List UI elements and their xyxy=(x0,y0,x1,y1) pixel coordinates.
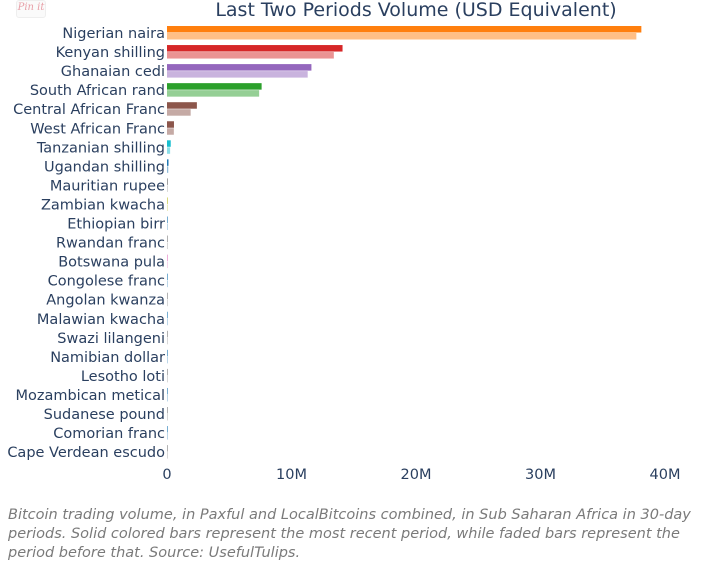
bar-recent-period[interactable] xyxy=(167,83,262,90)
x-tick-label: 30M xyxy=(525,467,556,483)
bar-recent-period[interactable] xyxy=(167,140,171,147)
bar-previous-period[interactable] xyxy=(167,52,334,59)
bar-chart: Last Two Periods Volume (USD Equivalent)… xyxy=(7,0,681,483)
y-tick-label: Mozambican metical xyxy=(15,388,165,404)
bar-previous-period[interactable] xyxy=(167,223,168,231)
y-tick-label: Malawian kwacha xyxy=(37,312,165,328)
bar-previous-period[interactable] xyxy=(167,299,168,307)
bar-recent-period[interactable] xyxy=(167,102,197,109)
y-tick-label: Swazi lilangeni xyxy=(57,331,165,347)
x-tick-label: 20M xyxy=(401,467,432,483)
x-tick-label: 0 xyxy=(162,467,171,483)
bar-recent-period[interactable] xyxy=(167,292,168,300)
bar-previous-period[interactable] xyxy=(167,71,308,78)
y-tick-label: Tanzanian shilling xyxy=(36,140,165,156)
y-tick-label: Central African Franc xyxy=(13,102,165,118)
bar-recent-period[interactable] xyxy=(167,407,168,414)
y-tick-label: Kenyan shilling xyxy=(56,45,165,61)
bar-previous-period[interactable] xyxy=(167,414,168,421)
bar-recent-period[interactable] xyxy=(167,426,168,433)
bar-previous-period[interactable] xyxy=(167,318,168,326)
y-tick-label: Rwandan franc xyxy=(56,236,165,252)
bar-previous-period[interactable] xyxy=(167,261,168,269)
bar-previous-period[interactable] xyxy=(167,166,169,173)
chart-caption: Bitcoin trading volume, in Paxful and Lo… xyxy=(8,507,691,561)
y-tick-label: Nigerian naira xyxy=(62,26,165,42)
bar-previous-period[interactable] xyxy=(167,394,168,402)
y-tick-label: Angolan kwanza xyxy=(46,293,165,309)
bar-previous-period[interactable] xyxy=(167,204,168,211)
y-tick-label: Cape Verdean escudo xyxy=(7,445,165,461)
bar-recent-period[interactable] xyxy=(167,330,168,338)
bar-previous-period[interactable] xyxy=(167,375,168,383)
y-tick-label: Ghanaian cedi xyxy=(61,64,165,80)
bar-recent-period[interactable] xyxy=(167,216,168,224)
bar-recent-period[interactable] xyxy=(167,26,642,33)
bar-recent-period[interactable] xyxy=(167,159,169,166)
x-tick-label: 40M xyxy=(650,467,681,483)
bar-previous-period[interactable] xyxy=(167,433,168,440)
y-tick-label: Sudanese pound xyxy=(44,407,165,423)
bar-recent-period[interactable] xyxy=(167,349,168,357)
bar-previous-period[interactable] xyxy=(167,452,168,459)
bar-recent-period[interactable] xyxy=(167,45,343,52)
bar-previous-period[interactable] xyxy=(167,242,168,250)
bar-recent-period[interactable] xyxy=(167,121,174,128)
bar-recent-period[interactable] xyxy=(167,64,312,71)
bar-recent-period[interactable] xyxy=(167,273,168,281)
y-tick-label: Lesotho loti xyxy=(81,369,165,385)
y-tick-label: Congolese franc xyxy=(48,274,165,290)
bar-recent-period[interactable] xyxy=(167,387,168,395)
y-tick-label: Comorian franc xyxy=(53,426,165,442)
y-tick-label: West African Franc xyxy=(30,121,165,137)
y-tick-label: Mauritian rupee xyxy=(50,178,165,194)
bar-previous-period[interactable] xyxy=(167,147,171,154)
bar-previous-period[interactable] xyxy=(167,356,168,364)
bar-previous-period[interactable] xyxy=(167,128,174,135)
chart-title: Last Two Periods Volume (USD Equivalent) xyxy=(215,0,616,21)
bar-recent-period[interactable] xyxy=(167,197,168,204)
bar-recent-period[interactable] xyxy=(167,311,168,319)
bar-recent-period[interactable] xyxy=(167,445,168,452)
bar-recent-period[interactable] xyxy=(167,254,168,262)
y-tick-label: Botswana pula xyxy=(58,255,165,271)
bar-recent-period[interactable] xyxy=(167,178,168,185)
bar-previous-period[interactable] xyxy=(167,280,168,288)
bar-recent-period[interactable] xyxy=(167,368,168,376)
bar-previous-period[interactable] xyxy=(167,33,637,40)
y-tick-label: Namibian dollar xyxy=(50,350,165,366)
pin-it-button[interactable]: Pin it xyxy=(16,0,46,18)
bar-previous-period[interactable] xyxy=(167,337,168,345)
bar-previous-period[interactable] xyxy=(167,185,168,192)
y-tick-label: Ugandan shilling xyxy=(44,159,165,175)
y-tick-label: Zambian kwacha xyxy=(41,197,165,213)
bar-recent-period[interactable] xyxy=(167,235,168,243)
bar-previous-period[interactable] xyxy=(167,90,260,97)
y-tick-label: Ethiopian birr xyxy=(67,217,165,233)
y-tick-label: South African rand xyxy=(30,83,165,99)
x-tick-label: 10M xyxy=(276,467,307,483)
bar-previous-period[interactable] xyxy=(167,109,191,116)
